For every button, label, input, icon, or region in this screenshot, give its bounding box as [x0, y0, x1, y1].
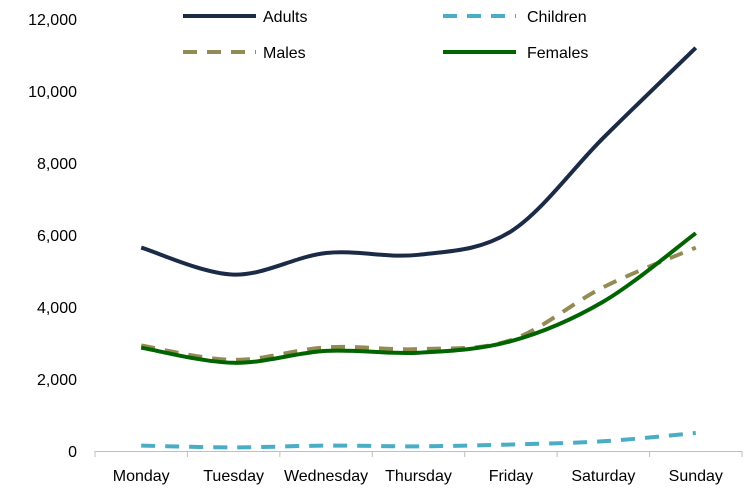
series-line-adults: [140, 46, 698, 277]
legend: Adults Children Males Females: [183, 9, 588, 62]
legend-label-males: Males: [263, 45, 306, 62]
y-axis-tick-labels: 0 2,000 4,000 6,000 8,000 10,000 12,000: [28, 12, 77, 461]
y-tick-label: 4,000: [37, 300, 77, 317]
x-tick-label: Wednesday: [284, 468, 368, 485]
y-tick-label: 10,000: [28, 84, 77, 101]
series-line-children: [141, 431, 696, 450]
series-line-females: [140, 231, 697, 365]
x-axis: Monday Tuesday Wednesday Thursday Friday Satu…: [94, 451, 743, 485]
legend-label-females: Females: [527, 45, 588, 62]
x-tick-label: Monday: [113, 468, 170, 485]
y-tick-label: 0: [68, 444, 77, 461]
series-lines: [140, 46, 698, 450]
x-tick-label: Thursday: [385, 468, 452, 485]
legend-label-children: Children: [527, 9, 587, 26]
x-tick-label: Sunday: [669, 468, 723, 485]
x-tick-label: Tuesday: [203, 468, 264, 485]
y-tick-label: 12,000: [28, 12, 77, 29]
y-tick-label: 2,000: [37, 372, 77, 389]
x-tick-label: Friday: [489, 468, 533, 485]
y-tick-label: 6,000: [37, 228, 77, 245]
series-line-males: [140, 245, 697, 362]
legend-label-adults: Adults: [263, 9, 307, 26]
y-tick-label: 8,000: [37, 156, 77, 173]
x-tick-label: Saturday: [571, 468, 635, 485]
